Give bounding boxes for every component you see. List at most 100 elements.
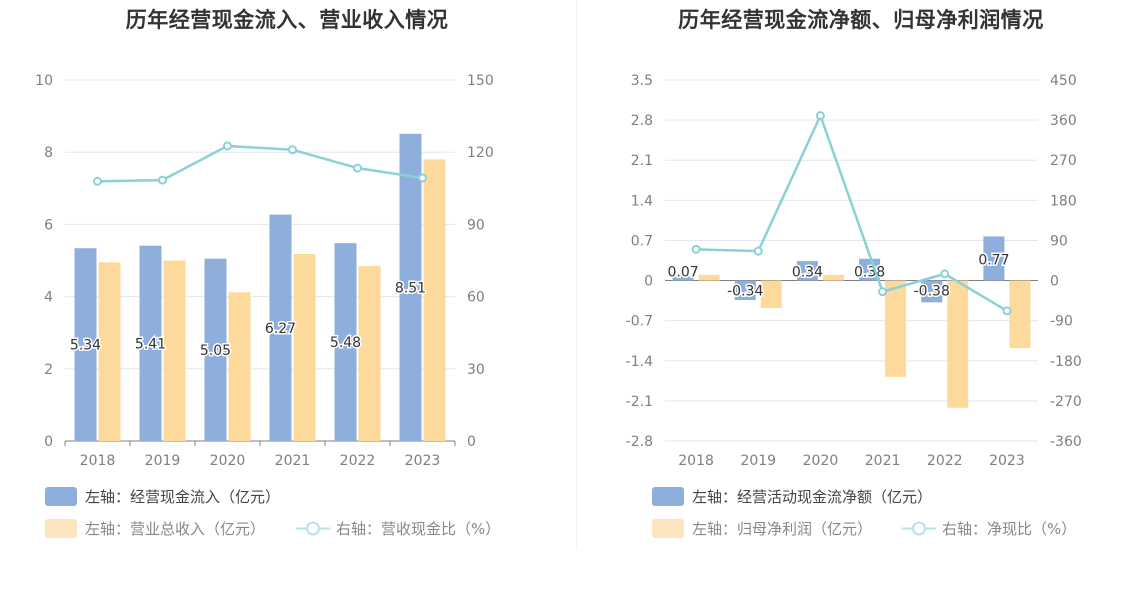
- y-left-tick-label: -1.4: [626, 354, 653, 370]
- legend-label: 左轴：归母净利润（亿元）: [692, 520, 873, 538]
- bar-data-label: 0.34: [792, 265, 823, 281]
- bar-primary: [269, 214, 292, 441]
- bar-data-label: 5.41: [135, 336, 166, 352]
- bar-data-label: 0.77: [978, 252, 1009, 268]
- bar-primary: [74, 248, 97, 441]
- x-tick-label: 2018: [80, 453, 116, 469]
- y-right-tick-label: -90: [1050, 314, 1073, 330]
- legend-item-net-ratio[interactable]: 右轴：净现比（%）: [902, 518, 1076, 539]
- legend-label: 左轴：营业总收入（亿元）: [85, 520, 266, 538]
- legend-line-circle-icon: [296, 521, 330, 536]
- legend-swatch-blue: [652, 487, 684, 506]
- chart-panel-net-cash: 历年经营现金流净额、归母净利润情况 -2.8 -2.1 -1.4 -0.7 0 0.7 1.…: [574, 0, 1148, 589]
- legend-item-net-cash[interactable]: 左轴：经营活动现金流净额（亿元）: [652, 486, 932, 507]
- legend-label: 右轴：营收现金比（%）: [336, 520, 501, 538]
- x-tick-label: 2019: [740, 453, 776, 469]
- y-left-tick-label: -2.8: [626, 434, 653, 450]
- y-left-tick-label: 2: [44, 362, 53, 378]
- chart-title: 历年经营现金流净额、归母净利润情况: [678, 8, 1044, 32]
- ratio-point: [93, 176, 102, 186]
- y-right-tick-label: -360: [1050, 434, 1082, 450]
- y-right-tick-label: 180: [1050, 193, 1077, 209]
- y-left-tick-label: 8: [44, 145, 53, 161]
- bar-secondary: [423, 159, 446, 442]
- bar-data-label: 0.38: [854, 265, 885, 281]
- bar-data-label: 5.48: [330, 335, 361, 351]
- y-right-tick-label: 270: [1050, 153, 1077, 169]
- bar-secondary: [760, 280, 782, 309]
- bar-primary: [672, 276, 694, 281]
- ratio-point: [753, 246, 763, 256]
- bar-data-label: 6.27: [265, 321, 296, 337]
- x-tick-label: 2020: [210, 453, 246, 469]
- y-left-tick-label: 1.4: [631, 193, 653, 209]
- y-left-tick-label: 10: [35, 73, 53, 89]
- bar-secondary: [293, 254, 316, 441]
- bar-secondary: [228, 292, 251, 441]
- y-right-tick-label: 120: [467, 145, 494, 161]
- y-left-tick-label: 0: [44, 434, 53, 450]
- bar-primary: [796, 261, 818, 281]
- bar-primary: [139, 245, 162, 441]
- x-tick-label: 2020: [803, 453, 839, 469]
- legend-swatch-orange: [652, 519, 684, 538]
- y-right-tick-label: 450: [1050, 73, 1077, 89]
- ratio-point: [223, 141, 232, 151]
- ratio-point: [158, 175, 167, 185]
- bar-primary: [859, 258, 881, 281]
- bar-primary: [399, 133, 422, 441]
- x-tick-label: 2023: [405, 453, 441, 469]
- bar-data-label: -0.34: [727, 284, 763, 300]
- ratio-point: [288, 145, 297, 155]
- ratio-point: [940, 269, 950, 279]
- bar-data-label: 0.07: [667, 265, 698, 281]
- legend-item-cash-inflow[interactable]: 左轴：经营现金流入（亿元）: [45, 486, 280, 507]
- ratio-line: [97, 144, 423, 183]
- x-tick-label: 2021: [275, 453, 311, 469]
- chart-title: 历年经营现金流入、营业收入情况: [125, 8, 449, 32]
- bar-primary: [734, 280, 756, 301]
- ratio-line: [696, 112, 1008, 312]
- bar-secondary: [822, 274, 844, 281]
- x-tick-label: 2019: [145, 453, 181, 469]
- chart-plot-area: -2.8 -2.1 -1.4 -0.7 0 0.7 1.4 2.1 2.8 3.5 -360 -270…: [626, 73, 1082, 469]
- bar-secondary: [163, 260, 186, 441]
- legend-label: 右轴：净现比（%）: [942, 520, 1077, 538]
- bar-secondary: [698, 274, 720, 281]
- y-right-tick-label: -270: [1050, 394, 1082, 410]
- legend-swatch-blue: [45, 487, 77, 506]
- legend-item-ratio[interactable]: 右轴：营收现金比（%）: [296, 518, 500, 539]
- y-right-tick-label: 150: [467, 73, 494, 89]
- y-left-tick-label: 3.5: [631, 73, 653, 89]
- legend-swatch-orange: [45, 519, 77, 538]
- y-left-tick-label: 0: [644, 274, 653, 290]
- y-left-tick-label: 4: [44, 290, 53, 306]
- x-tick-label: 2022: [927, 453, 963, 469]
- x-tick-label: 2023: [989, 453, 1025, 469]
- legend-label: 左轴：经营活动现金流净额（亿元）: [692, 488, 933, 506]
- y-left-tick-label: -0.7: [626, 314, 653, 330]
- y-right-tick-label: 30: [467, 362, 485, 378]
- legend-item-revenue[interactable]: 左轴：营业总收入（亿元）: [45, 518, 265, 539]
- legend-item-net-profit[interactable]: 左轴：归母净利润（亿元）: [652, 518, 872, 539]
- bar-data-label: 8.51: [395, 280, 426, 296]
- ratio-point: [1002, 306, 1012, 316]
- y-right-tick-label: 360: [1050, 113, 1077, 129]
- bar-secondary: [98, 262, 121, 441]
- y-left-tick-label: 2.1: [631, 153, 653, 169]
- bar-primary: [334, 243, 357, 441]
- y-right-tick-label: 60: [467, 290, 485, 306]
- bar-data-label: 5.05: [200, 343, 231, 359]
- bar-secondary: [358, 265, 381, 441]
- y-right-tick-label: 90: [1050, 233, 1068, 249]
- bar-data-label: -0.38: [914, 284, 950, 300]
- x-tick-label: 2021: [865, 453, 901, 469]
- y-right-tick-label: 0: [467, 434, 476, 450]
- y-right-tick-label: 0: [1050, 274, 1059, 290]
- legend-line-circle-icon: [902, 521, 936, 536]
- bar-data-label: 5.34: [70, 338, 101, 354]
- ratio-point: [418, 173, 427, 183]
- bar-secondary: [885, 280, 907, 377]
- y-left-tick-label: 0.7: [631, 233, 653, 249]
- ratio-point: [878, 287, 888, 297]
